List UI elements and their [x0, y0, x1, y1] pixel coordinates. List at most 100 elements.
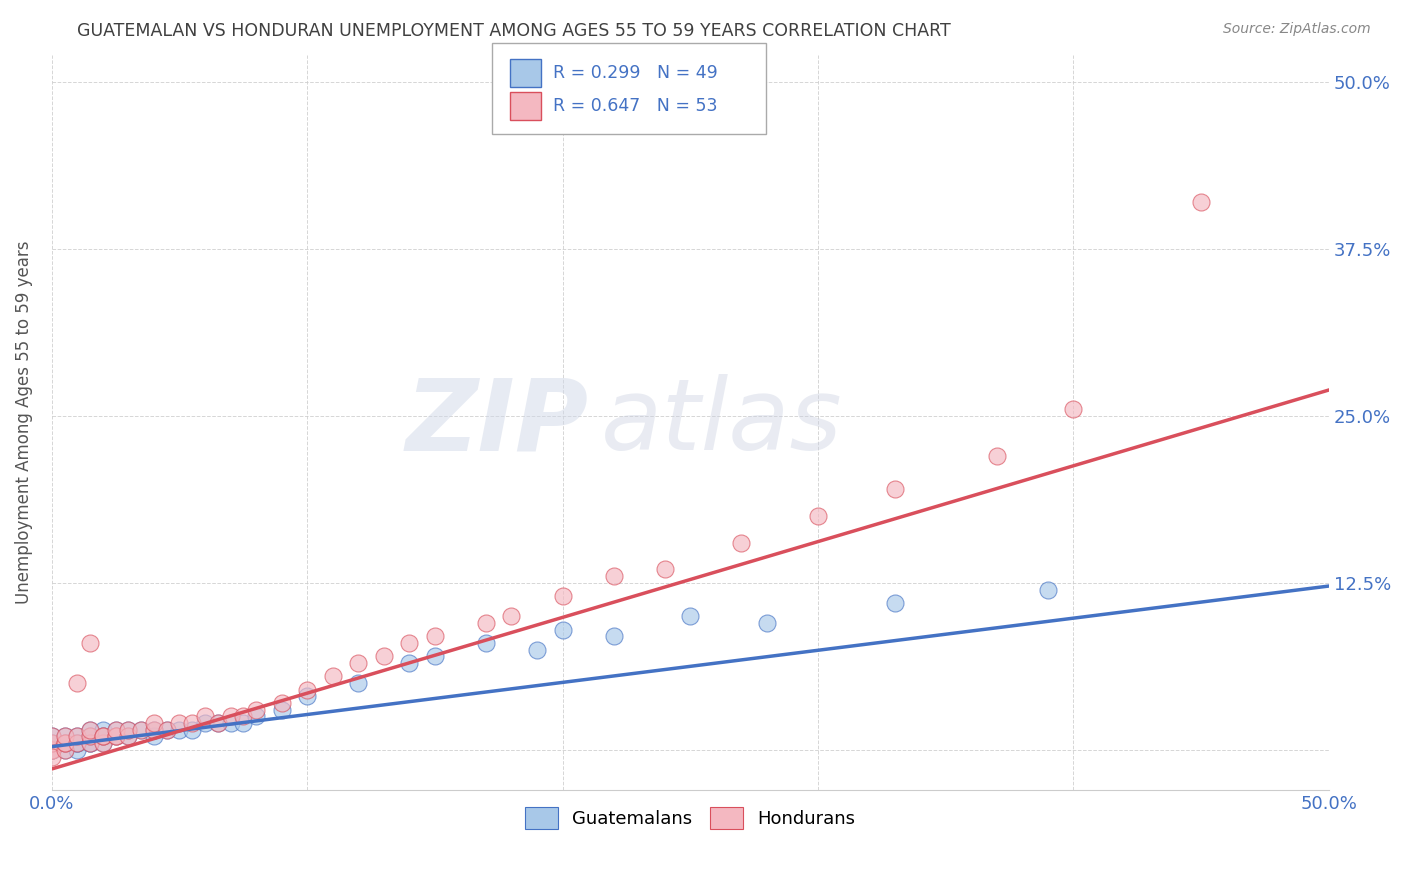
Point — [79, 736, 101, 750]
Point — [986, 449, 1008, 463]
Point — [602, 629, 624, 643]
Point — [117, 723, 139, 737]
Point — [602, 569, 624, 583]
Point — [270, 703, 292, 717]
Point — [730, 535, 752, 549]
Point — [104, 730, 127, 744]
Point — [41, 743, 63, 757]
Point — [1062, 402, 1084, 417]
Point — [551, 623, 574, 637]
Point — [53, 743, 76, 757]
Point — [79, 736, 101, 750]
Point — [79, 730, 101, 744]
Point — [79, 636, 101, 650]
Point — [194, 716, 217, 731]
Point — [398, 636, 420, 650]
Point — [181, 716, 204, 731]
Point — [53, 736, 76, 750]
Point — [91, 730, 114, 744]
Point — [66, 730, 89, 744]
Point — [475, 615, 498, 630]
Point — [755, 615, 778, 630]
Point — [91, 736, 114, 750]
Point — [1189, 195, 1212, 210]
Text: Source: ZipAtlas.com: Source: ZipAtlas.com — [1223, 22, 1371, 37]
Point — [156, 723, 179, 737]
Point — [245, 709, 267, 723]
Text: R = 0.647   N = 53: R = 0.647 N = 53 — [553, 97, 717, 115]
Point — [219, 716, 242, 731]
Point — [41, 749, 63, 764]
Point — [41, 743, 63, 757]
Point — [551, 589, 574, 603]
Y-axis label: Unemployment Among Ages 55 to 59 years: Unemployment Among Ages 55 to 59 years — [15, 241, 32, 604]
Point — [53, 743, 76, 757]
Legend: Guatemalans, Hondurans: Guatemalans, Hondurans — [517, 799, 862, 836]
Point — [1036, 582, 1059, 597]
Text: atlas: atlas — [600, 374, 842, 471]
Point — [66, 736, 89, 750]
Point — [91, 730, 114, 744]
Point — [66, 730, 89, 744]
Point — [79, 730, 101, 744]
Text: ZIP: ZIP — [405, 374, 588, 471]
Point — [142, 723, 165, 737]
Point — [79, 736, 101, 750]
Point — [41, 743, 63, 757]
Point — [373, 649, 395, 664]
Point — [169, 716, 191, 731]
Point — [423, 629, 446, 643]
Point — [679, 609, 702, 624]
Point — [142, 730, 165, 744]
Point — [41, 736, 63, 750]
Point — [91, 730, 114, 744]
Point — [347, 656, 370, 670]
Point — [104, 723, 127, 737]
Point — [169, 723, 191, 737]
Point — [53, 730, 76, 744]
Point — [53, 736, 76, 750]
Point — [347, 676, 370, 690]
Point — [53, 730, 76, 744]
Point — [245, 703, 267, 717]
Text: R = 0.299   N = 49: R = 0.299 N = 49 — [553, 64, 717, 82]
Point — [66, 736, 89, 750]
Point — [117, 723, 139, 737]
Point — [117, 730, 139, 744]
Point — [66, 676, 89, 690]
Point — [194, 709, 217, 723]
Point — [129, 723, 152, 737]
Point — [91, 723, 114, 737]
Point — [41, 736, 63, 750]
Point — [91, 736, 114, 750]
Point — [883, 483, 905, 497]
Point — [41, 730, 63, 744]
Point — [423, 649, 446, 664]
Point — [295, 690, 318, 704]
Point — [91, 730, 114, 744]
Point — [232, 709, 254, 723]
Point — [41, 743, 63, 757]
Point — [129, 723, 152, 737]
Point — [104, 730, 127, 744]
Point — [142, 723, 165, 737]
Point — [207, 716, 229, 731]
Point — [181, 723, 204, 737]
Point — [654, 562, 676, 576]
Point — [66, 736, 89, 750]
Point — [79, 723, 101, 737]
Point — [295, 682, 318, 697]
Point — [41, 736, 63, 750]
Point — [207, 716, 229, 731]
Point — [104, 723, 127, 737]
Text: GUATEMALAN VS HONDURAN UNEMPLOYMENT AMONG AGES 55 TO 59 YEARS CORRELATION CHART: GUATEMALAN VS HONDURAN UNEMPLOYMENT AMON… — [77, 22, 950, 40]
Point — [41, 743, 63, 757]
Point — [501, 609, 523, 624]
Point — [270, 696, 292, 710]
Point — [475, 636, 498, 650]
Point — [322, 669, 344, 683]
Point — [807, 509, 830, 524]
Point — [79, 723, 101, 737]
Point — [41, 730, 63, 744]
Point — [104, 730, 127, 744]
